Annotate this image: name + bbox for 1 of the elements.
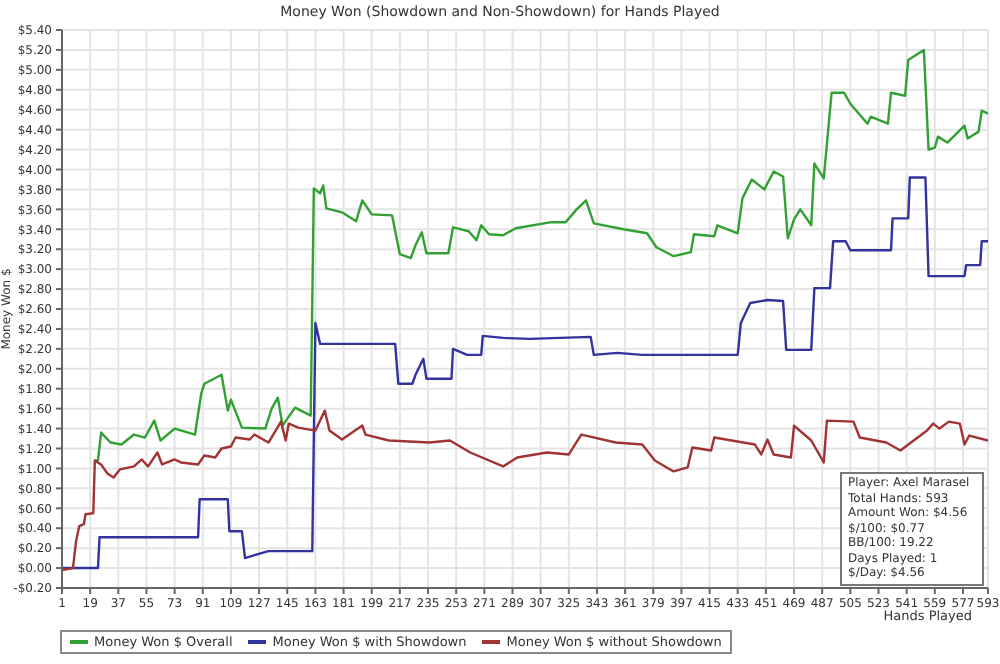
line-series [93, 48, 988, 462]
